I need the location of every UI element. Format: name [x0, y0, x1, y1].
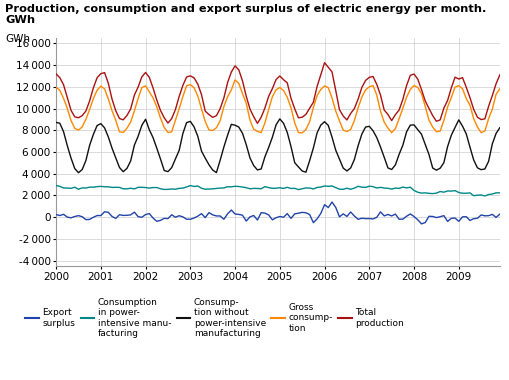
Text: Production, consumption and export surplus of electric energy per month. GWh: Production, consumption and export surpl… — [5, 4, 486, 25]
Legend: Export
surplus, Consumption
in power-
intensive manu-
facturing, Consump-
tion w: Export surplus, Consumption in power- in… — [25, 298, 404, 338]
Text: GWh: GWh — [5, 34, 30, 44]
